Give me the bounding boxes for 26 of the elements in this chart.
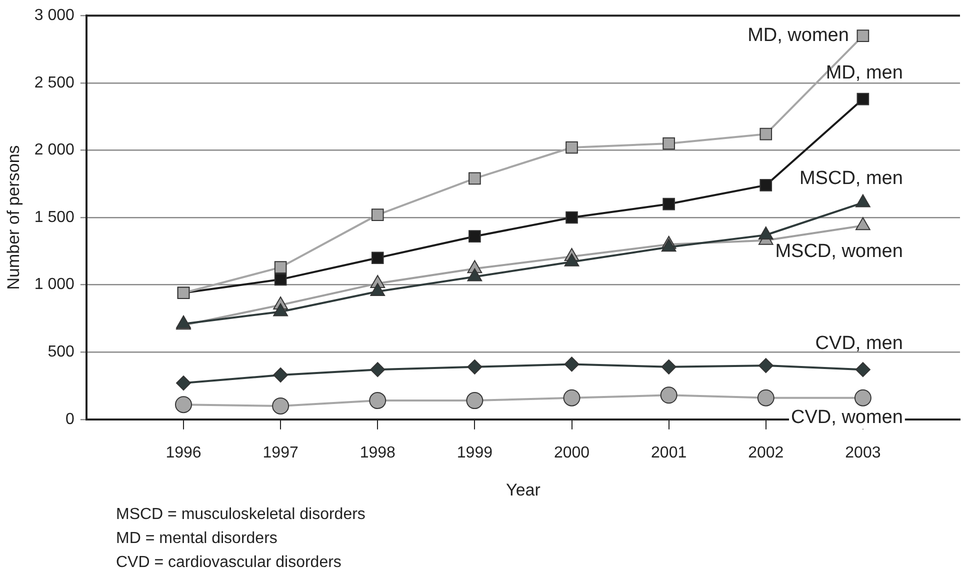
series-label: MSCD, men <box>799 168 903 189</box>
series-label: CVD, women <box>791 407 903 428</box>
y-tick-label: 0 <box>66 410 75 428</box>
y-tick-label: 2 500 <box>34 74 75 92</box>
series-label: MD, men <box>826 62 903 84</box>
series-label: MSCD, women <box>775 240 903 262</box>
x-axis-title: Year <box>506 480 541 500</box>
y-axis-title: Number of persons <box>4 145 23 290</box>
x-tick-label: 2002 <box>748 444 784 462</box>
x-tick-label: 1999 <box>456 444 493 462</box>
x-tick-label: 1996 <box>166 444 202 462</box>
text: CVD = cardiovascular disorders <box>116 553 342 573</box>
y-tick-label: 1 000 <box>34 276 75 294</box>
text: MSCD = musculoskeletal disorders <box>116 505 366 525</box>
y-tick-label: 500 <box>48 344 75 361</box>
x-tick-label: 2000 <box>554 444 590 462</box>
series-label: CVD, men <box>815 332 903 354</box>
y-tick-label: 3 000 <box>34 7 75 24</box>
text: MD = mental disorders <box>116 529 278 549</box>
series-label: MD, women <box>748 25 849 46</box>
x-tick-label: 2003 <box>845 444 881 462</box>
y-tick-label: 2 000 <box>34 142 75 159</box>
x-tick-label: 1998 <box>360 444 396 462</box>
x-tick-label: 2001 <box>651 444 687 462</box>
x-tick-label: 1997 <box>262 444 298 462</box>
y-tick-label: 1 500 <box>34 208 75 226</box>
